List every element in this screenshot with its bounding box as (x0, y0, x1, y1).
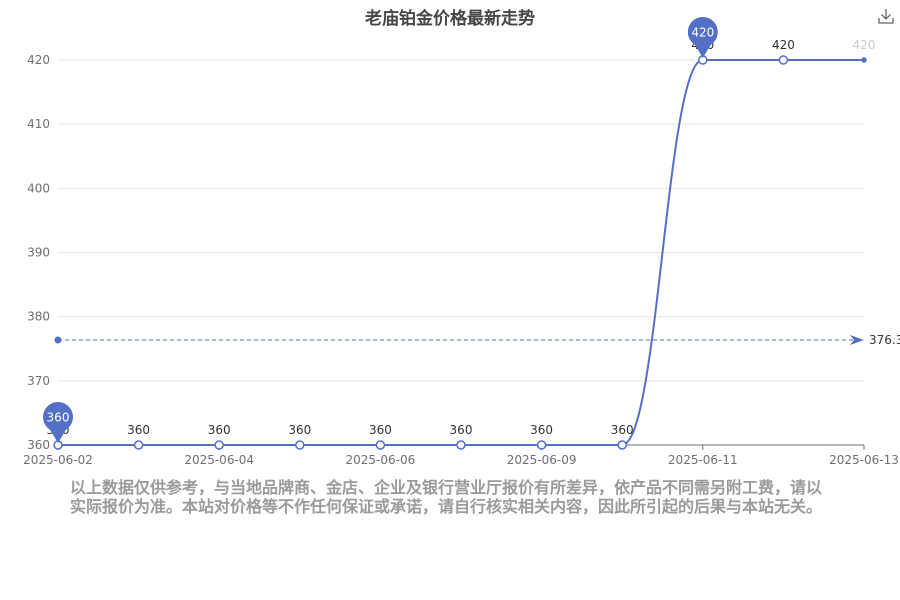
data-point (133, 440, 144, 450)
data-label: 360 (611, 423, 634, 437)
x-tick-label: 2025-06-13 (829, 453, 899, 467)
data-point (536, 440, 547, 450)
download-icon[interactable] (876, 6, 896, 26)
y-tick-label: 400 (27, 181, 50, 195)
data-point (295, 440, 305, 450)
average-line-label: 376.36 (869, 333, 900, 347)
data-point (214, 440, 224, 450)
series-line (58, 58, 864, 447)
data-point (456, 440, 466, 450)
data-label: 360 (450, 423, 473, 437)
mark-pin-tail (49, 428, 67, 443)
data-label: 360 (208, 423, 231, 437)
x-tick-label: 2025-06-02 (23, 453, 93, 467)
chart-title: 老庙铂金价格最新走势 (365, 9, 535, 29)
data-label: 360 (530, 423, 553, 437)
data-label: 360 (369, 423, 392, 437)
mark-pin (687, 17, 718, 47)
y-tick-label: 360 (27, 438, 50, 452)
x-tick-label: 2025-06-11 (668, 453, 738, 467)
data-label: 420 (772, 38, 795, 52)
disclaimer-line-1: 以上数据仅供参考，与当地品牌商、金店、企业及银行营业厅报价有所差异，依产品不同需… (70, 478, 823, 497)
data-point (375, 440, 386, 450)
mark-pin-tail (693, 43, 712, 58)
x-tick-label: 2025-06-04 (184, 453, 254, 467)
y-tick-label: 390 (27, 246, 50, 260)
y-tick-label: 370 (27, 374, 50, 388)
data-label: 420 (853, 38, 876, 52)
x-tick-label: 2025-06-09 (507, 453, 577, 467)
disclaimer: 以上数据仅供参考，与当地品牌商、金店、企业及银行营业厅报价有所差异，依产品不同需… (70, 478, 850, 516)
disclaimer-line-2: 实际报价为准。本站对价格等不作任何保证或承诺，请自行核实相关内容，因此所引起的后… (70, 497, 823, 516)
data-point (778, 55, 789, 65)
data-label: 360 (127, 423, 150, 437)
y-tick-label: 380 (27, 310, 50, 324)
data-label: 360 (288, 423, 311, 437)
average-line-arrow (850, 335, 864, 346)
y-tick-label: 420 (27, 53, 50, 67)
mark-pin-label: 420 (691, 26, 714, 40)
average-line-start (54, 336, 62, 344)
mark-pin (43, 402, 73, 432)
mark-pin-label: 360 (47, 411, 70, 425)
x-tick-label: 2025-06-06 (346, 453, 416, 467)
data-point (861, 57, 867, 63)
y-tick-label: 410 (27, 117, 50, 131)
data-point (617, 440, 627, 450)
